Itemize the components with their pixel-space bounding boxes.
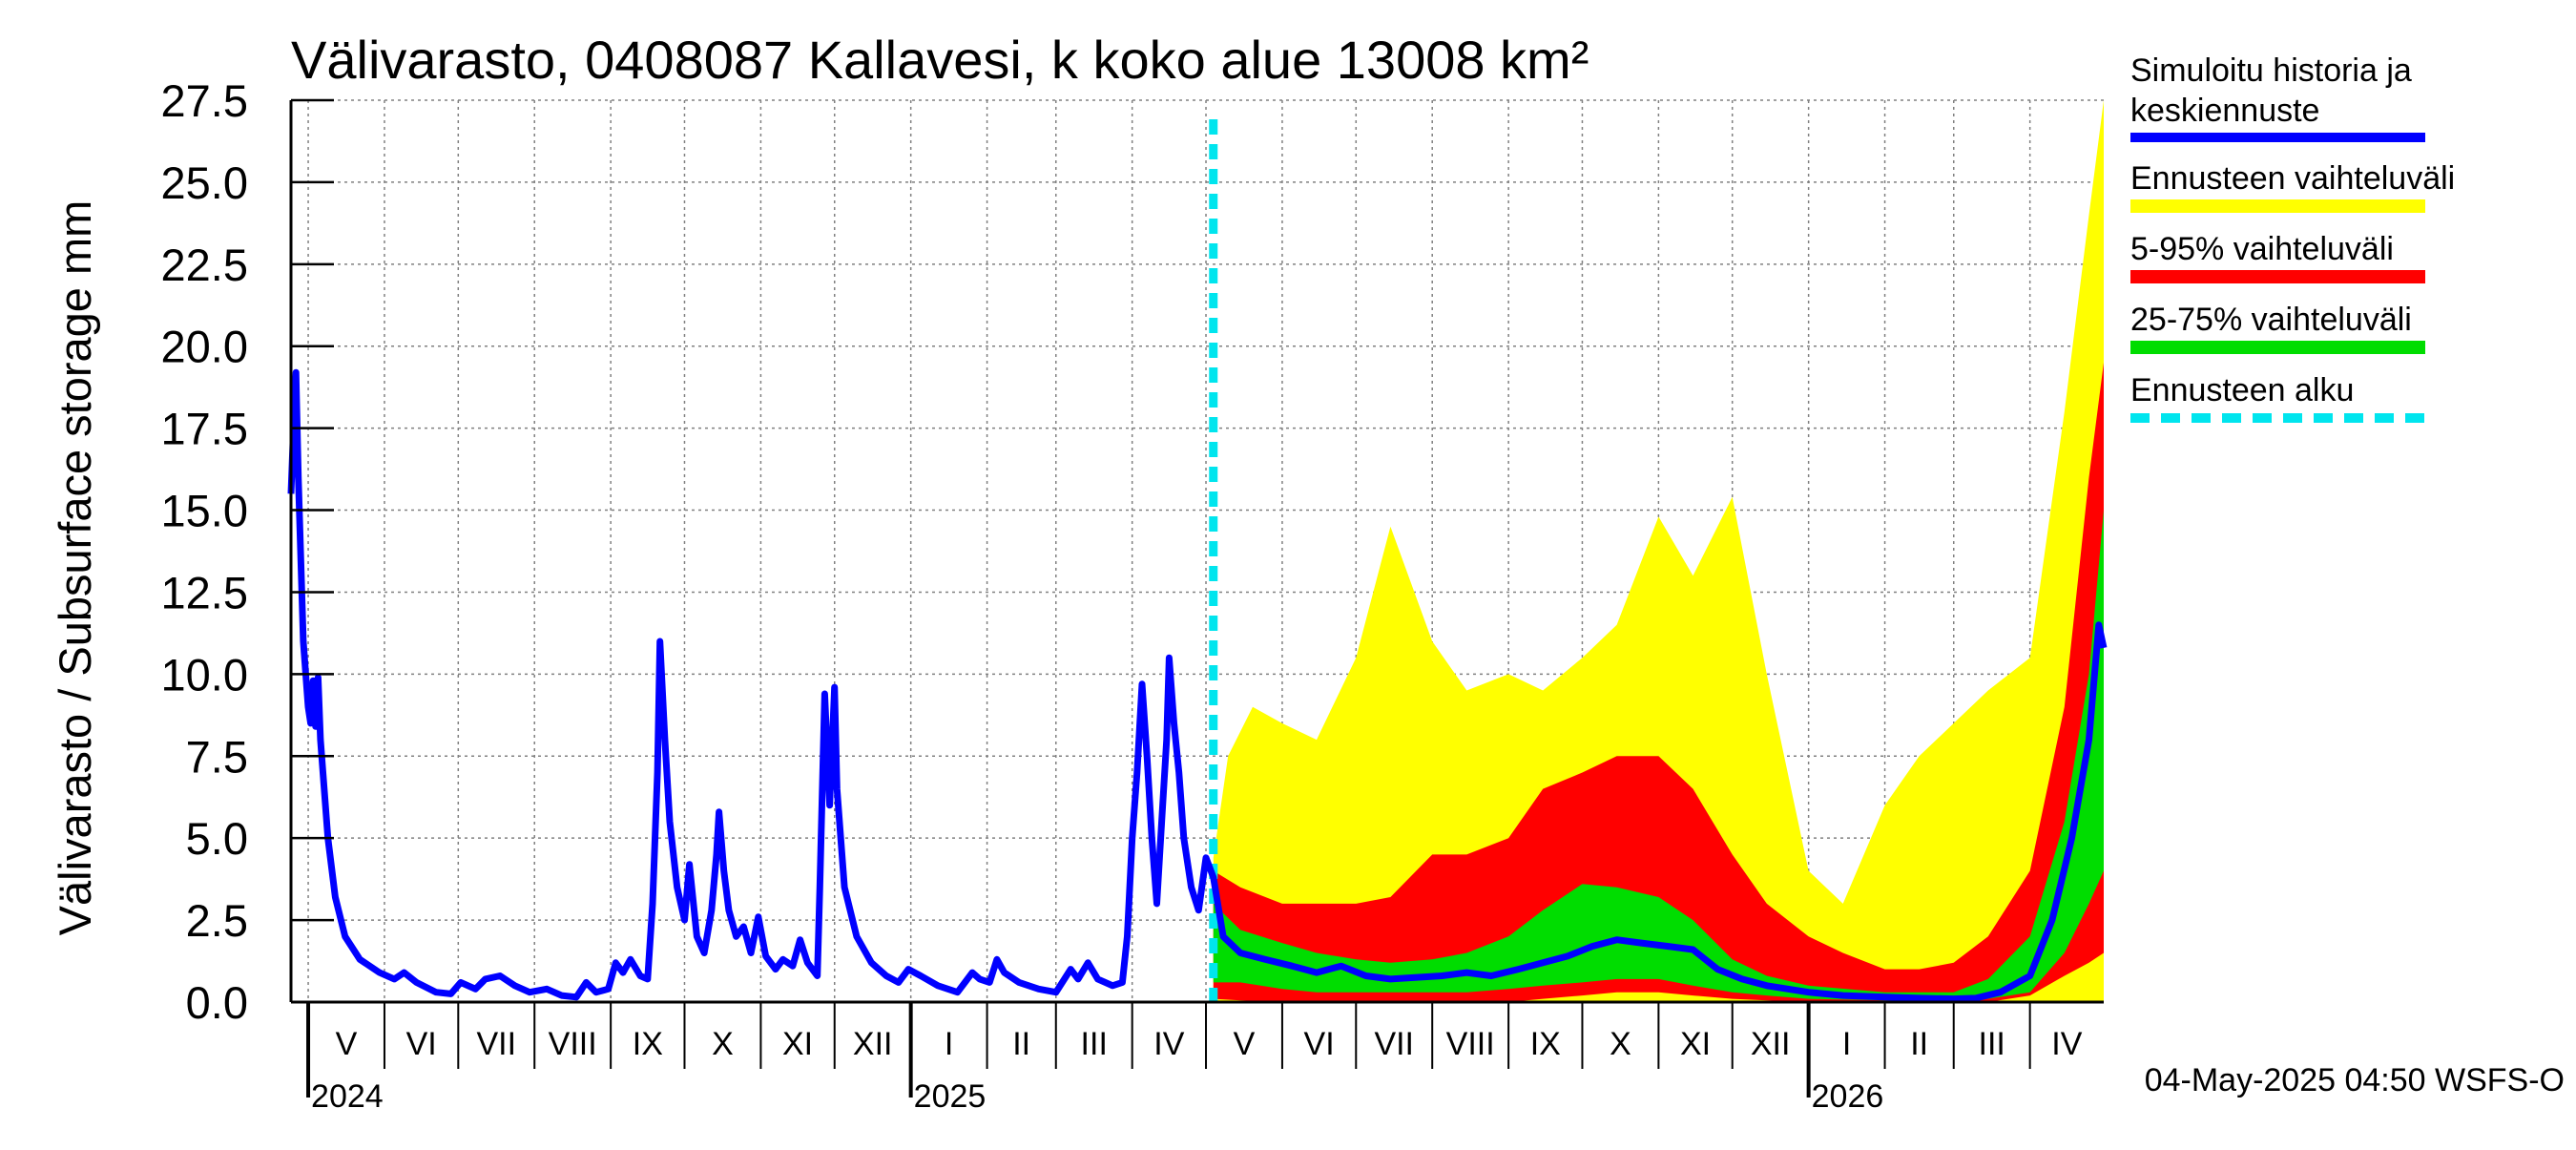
legend-label-range: Ennusteen vaihteluväli <box>2130 160 2455 197</box>
y-axis-label: Välivarasto / Subsurface storage mm <box>50 200 100 936</box>
y-tick-label: 7.5 <box>186 731 248 782</box>
month-label: IV <box>1153 1026 1184 1062</box>
y-tick-label: 17.5 <box>161 404 248 454</box>
chart-title: Välivarasto, 0408087 Kallavesi, k koko a… <box>291 30 1589 90</box>
month-label: III <box>1979 1026 2005 1062</box>
month-label: V <box>336 1026 358 1062</box>
series-line-simuloitu-historia <box>287 368 2108 1003</box>
y-tick-label: 22.5 <box>161 240 248 290</box>
month-label: VII <box>1374 1026 1414 1062</box>
month-label: VI <box>1304 1026 1335 1062</box>
year-label: 2024 <box>311 1078 384 1115</box>
y-tick-label: 15.0 <box>161 486 248 536</box>
y-tick-label: 12.5 <box>161 567 248 617</box>
y-tick-label: 20.0 <box>161 322 248 372</box>
band-5-95 <box>1213 362 2104 1002</box>
forecast-bands-layer <box>1213 100 2104 1002</box>
legend-label-forecast-start: Ennusteen alku <box>2130 372 2354 408</box>
month-label: II <box>1012 1026 1030 1062</box>
legend: Simuloitu historia ja keskiennuste Ennus… <box>2130 52 2455 423</box>
month-label: XI <box>782 1026 813 1062</box>
month-label: V <box>1234 1026 1256 1062</box>
legend-label-25-75: 25-75% vaihteluväli <box>2130 302 2412 338</box>
footer-timestamp: 04-May-2025 04:50 WSFS-O <box>2145 1062 2565 1098</box>
axes-layer: 0.0 2.5 5.0 7.5 10.0 12.5 15.0 17.5 20.0 22.5 25.0… <box>161 75 2104 1115</box>
month-label: III <box>1081 1026 1108 1062</box>
y-tick-label: 5.0 <box>186 813 248 864</box>
year-label: 2025 <box>914 1078 987 1115</box>
y-tick-label: 10.0 <box>161 649 248 700</box>
month-label: XII <box>1751 1026 1791 1062</box>
y-tick-label: 27.5 <box>161 75 248 126</box>
month-label: VI <box>406 1026 437 1062</box>
year-label: 2026 <box>1812 1078 1884 1115</box>
y-tick-label: 25.0 <box>161 157 248 208</box>
month-label: VIII <box>549 1026 597 1062</box>
band-ennusteen-vaihteluvali <box>1213 100 2104 1002</box>
band-25-75 <box>1213 510 2104 1001</box>
month-label: I <box>1842 1026 1851 1062</box>
legend-label-history-line1: Simuloitu historia ja <box>2130 52 2412 89</box>
month-label: VII <box>476 1026 516 1062</box>
month-label: II <box>1910 1026 1928 1062</box>
legend-label-5-95: 5-95% vaihteluväli <box>2130 231 2394 267</box>
y-tick-label: 0.0 <box>186 977 248 1028</box>
y-tick-label: 2.5 <box>186 895 248 946</box>
month-label: IX <box>633 1026 663 1062</box>
month-label: XI <box>1680 1026 1711 1062</box>
month-label: VIII <box>1446 1026 1495 1062</box>
series-lines-layer <box>287 119 2108 1003</box>
month-label: X <box>712 1026 734 1062</box>
month-label: IV <box>2051 1026 2082 1062</box>
month-label: IX <box>1530 1026 1561 1062</box>
month-label: XII <box>853 1026 893 1062</box>
month-label: X <box>1610 1026 1631 1062</box>
month-label: I <box>945 1026 953 1062</box>
legend-label-history-line2: keskiennuste <box>2130 93 2319 129</box>
grid-layer <box>291 99 2104 1003</box>
